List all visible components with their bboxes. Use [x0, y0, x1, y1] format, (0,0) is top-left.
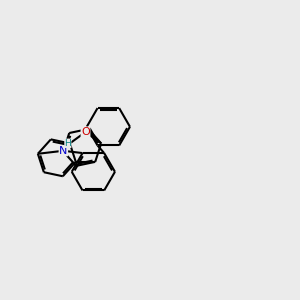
Text: H: H [64, 139, 71, 148]
Text: O: O [81, 127, 90, 137]
Text: N: N [59, 146, 68, 156]
